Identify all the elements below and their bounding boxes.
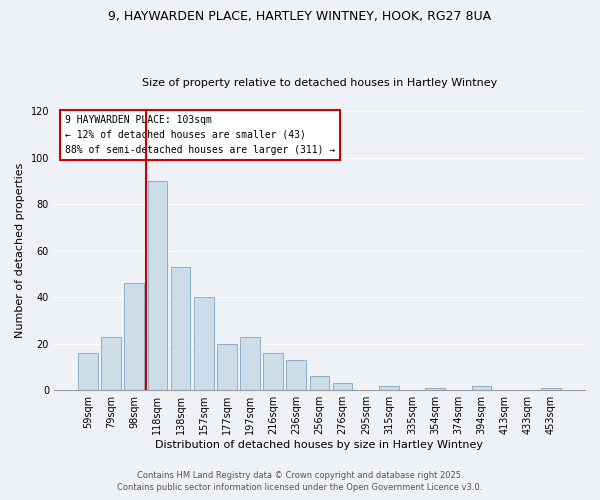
Text: 9, HAYWARDEN PLACE, HARTLEY WINTNEY, HOOK, RG27 8UA: 9, HAYWARDEN PLACE, HARTLEY WINTNEY, HOO… (109, 10, 491, 23)
Bar (286, 360, 306, 390)
Text: 9 HAYWARDEN PLACE: 103sqm
← 12% of detached houses are smaller (43)
88% of semi-: 9 HAYWARDEN PLACE: 103sqm ← 12% of detac… (65, 115, 335, 155)
Bar (148, 181, 167, 390)
Bar (194, 297, 214, 390)
Bar (263, 353, 283, 390)
Bar (333, 383, 352, 390)
Bar (379, 386, 399, 390)
Title: Size of property relative to detached houses in Hartley Wintney: Size of property relative to detached ho… (142, 78, 497, 88)
Bar (240, 336, 260, 390)
Bar (310, 376, 329, 390)
X-axis label: Distribution of detached houses by size in Hartley Wintney: Distribution of detached houses by size … (155, 440, 484, 450)
Bar (124, 283, 144, 390)
Bar (101, 336, 121, 390)
Text: Contains HM Land Registry data © Crown copyright and database right 2025.
Contai: Contains HM Land Registry data © Crown c… (118, 471, 482, 492)
Y-axis label: Number of detached properties: Number of detached properties (15, 163, 25, 338)
Bar (217, 344, 236, 390)
Bar (170, 267, 190, 390)
Bar (472, 386, 491, 390)
Bar (425, 388, 445, 390)
Bar (78, 353, 98, 390)
Bar (541, 388, 561, 390)
